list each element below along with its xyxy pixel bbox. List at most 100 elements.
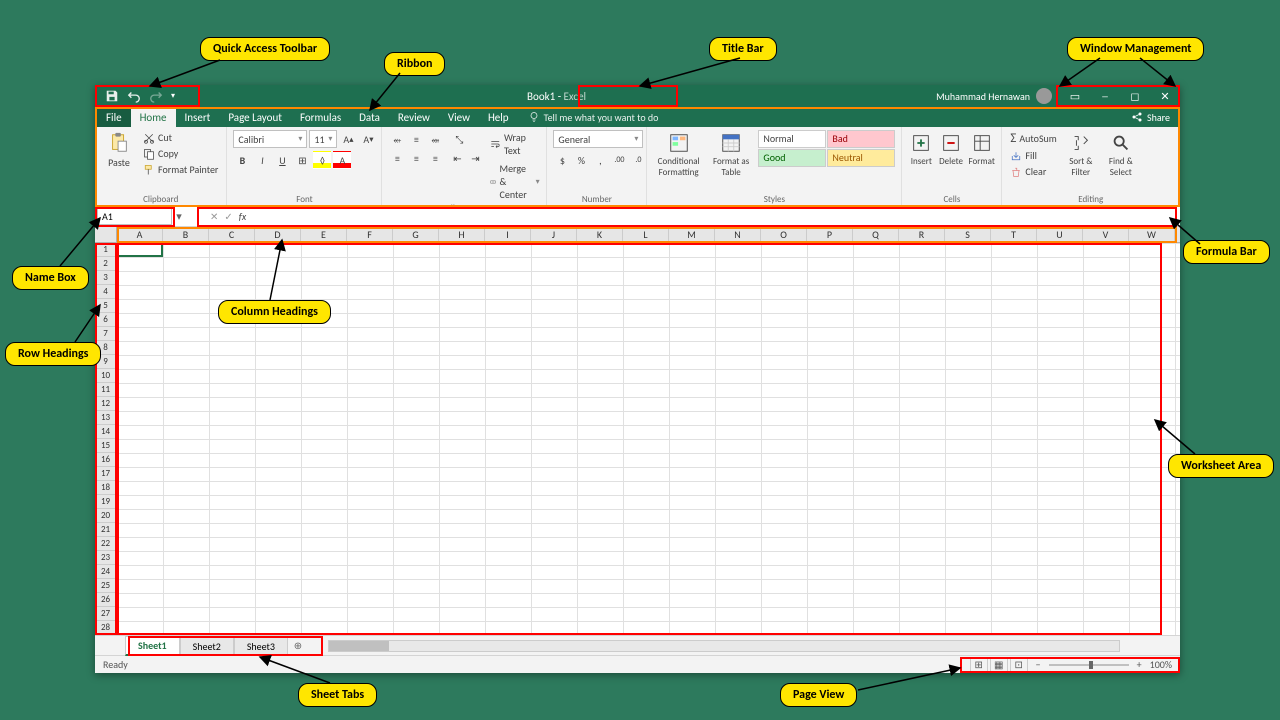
style-good[interactable]: Good <box>758 149 826 167</box>
column-header[interactable]: T <box>991 227 1037 242</box>
underline-button[interactable]: U <box>273 151 291 169</box>
undo-icon[interactable] <box>127 89 141 103</box>
row-header[interactable]: 28 <box>95 621 116 635</box>
decrease-indent-icon[interactable]: ⇤ <box>448 149 466 167</box>
add-sheet-icon[interactable]: ⊕ <box>288 639 308 652</box>
row-header[interactable]: 1 <box>95 243 116 257</box>
row-header[interactable]: 20 <box>95 509 116 523</box>
name-box-dropdown-icon[interactable]: ▾ <box>174 210 184 223</box>
column-header[interactable]: D <box>255 227 301 242</box>
column-header[interactable]: V <box>1083 227 1129 242</box>
tab-data[interactable]: Data <box>350 108 389 127</box>
zoom-level[interactable]: 100% <box>1150 658 1172 671</box>
autosum-button[interactable]: ΣAutoSum <box>1008 130 1058 147</box>
increase-indent-icon[interactable]: ⇥ <box>466 149 484 167</box>
increase-decimal-icon[interactable]: .00 <box>610 151 628 169</box>
row-header[interactable]: 10 <box>95 369 116 383</box>
column-header[interactable]: S <box>945 227 991 242</box>
tab-review[interactable]: Review <box>389 108 439 127</box>
page-break-view-icon[interactable]: ⊡ <box>1010 658 1028 672</box>
maximize-icon[interactable]: ◻ <box>1120 85 1150 107</box>
font-color-icon[interactable]: A <box>333 151 351 169</box>
column-header[interactable]: H <box>439 227 485 242</box>
conditional-formatting-button[interactable]: Conditional Formatting <box>653 130 703 178</box>
font-size-select[interactable]: 11▾ <box>309 130 337 148</box>
column-header[interactable]: J <box>531 227 577 242</box>
fill-color-icon[interactable]: ◊ <box>313 151 331 169</box>
active-cell[interactable] <box>117 243 163 257</box>
name-box[interactable]: A1 <box>97 208 172 225</box>
row-header[interactable]: 19 <box>95 495 116 509</box>
minimize-icon[interactable]: ─ <box>1090 85 1120 107</box>
row-header[interactable]: 21 <box>95 523 116 537</box>
column-header[interactable]: B <box>163 227 209 242</box>
save-icon[interactable] <box>105 89 119 103</box>
tab-insert[interactable]: Insert <box>176 108 220 127</box>
user-account[interactable]: Muhammad Hernawan <box>928 88 1060 104</box>
page-layout-view-icon[interactable]: ▦ <box>990 658 1008 672</box>
merge-center-button[interactable]: Merge & Center▾ <box>488 161 541 202</box>
column-header[interactable]: A <box>117 227 163 242</box>
horizontal-scrollbar[interactable] <box>328 640 1120 652</box>
share-button[interactable]: Share <box>1121 111 1180 124</box>
row-header[interactable]: 5 <box>95 299 116 313</box>
column-header[interactable]: O <box>761 227 807 242</box>
tab-page-layout[interactable]: Page Layout <box>219 108 291 127</box>
row-header[interactable]: 14 <box>95 425 116 439</box>
align-left-icon[interactable]: ≡ <box>388 149 406 167</box>
bold-button[interactable]: B <box>233 151 251 169</box>
column-header[interactable]: U <box>1037 227 1083 242</box>
row-header[interactable]: 2 <box>95 257 116 271</box>
tell-me-search[interactable]: Tell me what you want to do <box>518 111 659 124</box>
currency-icon[interactable]: $ <box>553 151 571 169</box>
tab-view[interactable]: View <box>439 108 479 127</box>
row-header[interactable]: 12 <box>95 397 116 411</box>
tab-home[interactable]: Home <box>131 108 176 127</box>
column-header[interactable]: R <box>899 227 945 242</box>
sheet-tab-1[interactable]: Sheet1 <box>125 636 180 656</box>
copy-button[interactable]: Copy <box>141 146 220 161</box>
row-header[interactable]: 22 <box>95 537 116 551</box>
zoom-slider[interactable] <box>1049 664 1129 666</box>
column-header[interactable]: P <box>807 227 853 242</box>
style-bad[interactable]: Bad <box>827 130 895 148</box>
sheet-tab-3[interactable]: Sheet3 <box>234 637 288 655</box>
find-select-button[interactable]: Find & Select <box>1103 130 1139 178</box>
orientation-icon[interactable]: ⤡ <box>448 130 470 148</box>
column-header[interactable]: G <box>393 227 439 242</box>
border-icon[interactable]: ⊞ <box>293 151 311 169</box>
font-family-select[interactable]: Calibri▾ <box>233 130 307 148</box>
align-center-icon[interactable]: ≡ <box>407 149 425 167</box>
fx-icon[interactable]: fx <box>239 210 246 223</box>
sort-filter-button[interactable]: Sort & Filter <box>1063 130 1099 178</box>
number-format-select[interactable]: General▾ <box>553 130 643 148</box>
row-header[interactable]: 27 <box>95 607 116 621</box>
row-header[interactable]: 25 <box>95 579 116 593</box>
row-header[interactable]: 6 <box>95 313 116 327</box>
redo-icon[interactable] <box>149 89 163 103</box>
align-middle-icon[interactable]: ≡ <box>407 130 425 148</box>
column-header[interactable]: I <box>485 227 531 242</box>
paste-button[interactable]: Paste <box>101 130 137 169</box>
formula-input[interactable] <box>252 208 1180 225</box>
row-header[interactable]: 15 <box>95 439 116 453</box>
column-header[interactable]: N <box>715 227 761 242</box>
decrease-font-icon[interactable]: A▾ <box>359 130 377 148</box>
close-icon[interactable]: ✕ <box>1150 85 1180 107</box>
percent-icon[interactable]: % <box>572 151 590 169</box>
align-bottom-icon[interactable]: ⬵ <box>426 130 444 148</box>
row-header[interactable]: 13 <box>95 411 116 425</box>
column-header[interactable]: Q <box>853 227 899 242</box>
column-header[interactable]: E <box>301 227 347 242</box>
cut-button[interactable]: Cut <box>141 130 220 145</box>
row-header[interactable]: 26 <box>95 593 116 607</box>
enter-formula-icon[interactable]: ✓ <box>224 210 232 223</box>
ribbon-display-icon[interactable]: ▭ <box>1060 85 1090 107</box>
tab-file[interactable]: File <box>97 108 131 127</box>
decrease-decimal-icon[interactable]: .0 <box>629 151 647 169</box>
cancel-formula-icon[interactable]: ✕ <box>210 210 218 223</box>
normal-view-icon[interactable]: ⊞ <box>970 658 988 672</box>
align-top-icon[interactable]: ⬴ <box>388 130 406 148</box>
column-header[interactable]: K <box>577 227 623 242</box>
clear-button[interactable]: Clear <box>1008 164 1058 179</box>
